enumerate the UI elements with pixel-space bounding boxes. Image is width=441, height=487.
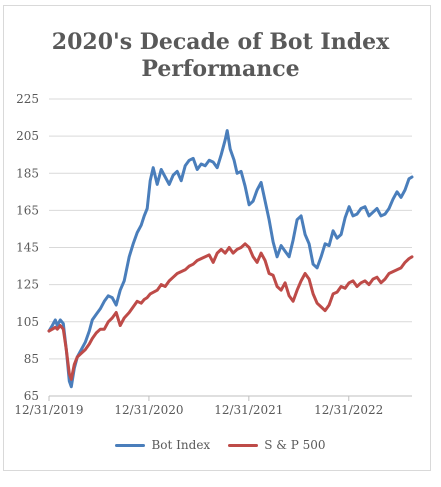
series-line-sp500: [47, 242, 414, 381]
series-line-bot-index: [47, 129, 414, 389]
y-axis-ticks: 65 85 105 125 145 165 185 205 225: [16, 92, 39, 403]
y-tick-label: 165: [16, 203, 39, 217]
y-tick-label: 145: [16, 241, 39, 255]
legend-swatch-bot-index: [115, 443, 146, 447]
y-tick-label: 85: [24, 352, 39, 366]
x-tick-label: 12/31/2021: [214, 403, 283, 417]
chart-title-line-2: Performance: [141, 56, 300, 82]
x-tick-label: 12/31/2020: [114, 403, 183, 417]
y-tick-label: 225: [16, 92, 39, 106]
legend-swatch-sp500: [228, 443, 259, 447]
legend-label-bot-index: Bot Index: [151, 438, 211, 452]
chart-frame: [3, 5, 431, 471]
legend-item-bot-index: Bot Index: [115, 438, 210, 452]
y-tick-label: 205: [16, 129, 39, 143]
y-tick-label: 185: [16, 166, 39, 180]
y-tick-label: 125: [16, 278, 39, 292]
x-tick-label: 12/31/2022: [314, 403, 383, 417]
series-lines: [47, 129, 414, 389]
chart-title-line-1: 2020's Decade of Bot Index: [51, 29, 390, 55]
y-tick-label: 65: [24, 389, 39, 403]
legend: Bot Index S & P 500: [0, 435, 441, 455]
y-tick-label: 105: [16, 315, 39, 329]
x-axis: 12/31/2019 12/31/2020 12/31/2021 12/31/2022: [14, 395, 412, 417]
x-tick-label: 12/31/2019: [14, 403, 83, 417]
legend-label-sp500: S & P 500: [264, 438, 326, 452]
legend-item-sp500: S & P 500: [228, 438, 326, 452]
chart-title: 2020's Decade of Bot Index Performance: [0, 29, 441, 83]
